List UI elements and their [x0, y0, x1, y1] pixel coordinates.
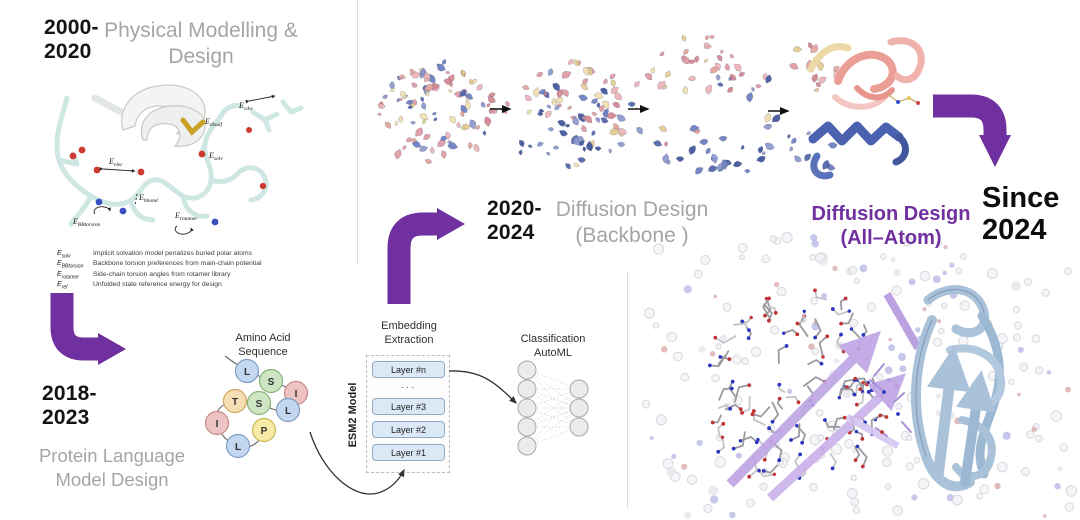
diffusion-step-arrows — [490, 105, 790, 115]
all-atom-protein-illustration — [641, 232, 1078, 520]
noise-cloud-step3 — [634, 34, 781, 175]
physical-model-illustration: Edisulf Evdw Esolv Eelec Ehbond Erotamer… — [54, 84, 304, 235]
era1-title: Physical Modelling & Design — [104, 19, 298, 69]
ribbon-domain — [910, 285, 1006, 492]
amino-acid-sequence: L S I L S T I L P — [204, 355, 309, 459]
svg-text:L: L — [235, 442, 241, 453]
svg-text:L: L — [285, 406, 291, 417]
legend-row: EBBtorsion Backbone torsion preferences f… — [57, 260, 262, 270]
esm2-layer: Layer #n — [372, 361, 445, 378]
era3-years: 2020- 2024 — [487, 197, 542, 244]
era4-title: Diffusion Design (All–Atom) — [811, 203, 971, 249]
divider-top-center — [357, 0, 358, 264]
label-e-bbtorsion: EBBtorsion — [72, 217, 100, 228]
annotation-arrows — [93, 94, 276, 235]
embedding-title: Embedding Extraction — [381, 320, 437, 347]
residue: L — [225, 433, 251, 459]
disulfide-bond — [180, 117, 206, 136]
nitrogen-atoms — [95, 198, 219, 226]
residue: S — [258, 368, 284, 394]
era3-transition-arrow — [387, 208, 465, 304]
residue: L — [234, 358, 260, 384]
era2-transition-arrow — [50, 293, 126, 365]
residue: T — [222, 388, 248, 414]
svg-text:P: P — [261, 426, 268, 437]
svg-text:T: T — [232, 397, 238, 408]
era1-years: 2000- 2020 — [44, 16, 99, 63]
residue: P — [251, 417, 277, 443]
atom-sticks — [707, 288, 899, 480]
water-molecules — [641, 232, 1078, 520]
label-e-solv: Esolv — [208, 151, 223, 162]
divider-bottom-right — [627, 272, 628, 508]
residue: L — [275, 397, 301, 423]
energy-legend: Esolv Implicit solvation model penalizes … — [57, 250, 317, 292]
backbone-protein — [807, 37, 925, 180]
svg-text:I: I — [295, 389, 298, 400]
backbone-sticks — [54, 95, 304, 227]
noise-cloud-step2 — [501, 58, 636, 170]
esm2-layer-ellipsis: ··· — [400, 382, 417, 393]
noise-cloud-step1 — [377, 58, 498, 165]
era4-transition-arrow — [933, 94, 1011, 167]
oxygen-atoms — [69, 127, 267, 190]
label-e-hbond: Ehbond — [138, 193, 158, 204]
beta-sheets — [726, 292, 922, 502]
label-e-rotamer: Erotamer — [174, 211, 198, 222]
legend-row: Erotamer Side-chain torsion angles from r… — [57, 270, 231, 281]
classification-title: Classification AutoML — [520, 333, 586, 360]
svg-text:S: S — [268, 377, 275, 388]
svg-text:I: I — [216, 419, 219, 430]
era2-title: Protein Language Model Design — [38, 445, 186, 491]
svg-text:S: S — [256, 399, 263, 410]
diffusion-process-illustration — [377, 34, 925, 180]
label-e-elec: Eelec — [108, 157, 123, 168]
legend-row: Esolv Implicit solvation model penalizes … — [57, 250, 253, 260]
era4-years: Since 2024 — [982, 182, 1060, 246]
era2-years: 2018- 2023 — [42, 382, 97, 429]
legend-row: Eref Unfolded state reference energy for … — [57, 281, 222, 291]
esm2-layer: Layer #2 — [372, 421, 445, 438]
purple-sticks — [869, 363, 912, 437]
esm2-model-label: ESM2 Model — [347, 382, 359, 448]
chain-line — [215, 355, 300, 448]
sequence-title: Amino Acid Sequence — [235, 332, 291, 359]
automl-network — [517, 360, 589, 456]
esm2-layer: Layer #3 — [372, 398, 445, 415]
label-e-disulf: Edisulf — [204, 117, 224, 128]
helix-ribbon — [91, 84, 206, 147]
label-e-vdw: Evdw — [238, 101, 253, 112]
esm2-layer: Layer #1 — [372, 444, 445, 461]
residue: S — [246, 390, 272, 416]
svg-text:L: L — [244, 367, 250, 378]
residue: I — [204, 410, 230, 436]
era3-title: Diffusion Design (Backbone ) — [555, 198, 709, 248]
